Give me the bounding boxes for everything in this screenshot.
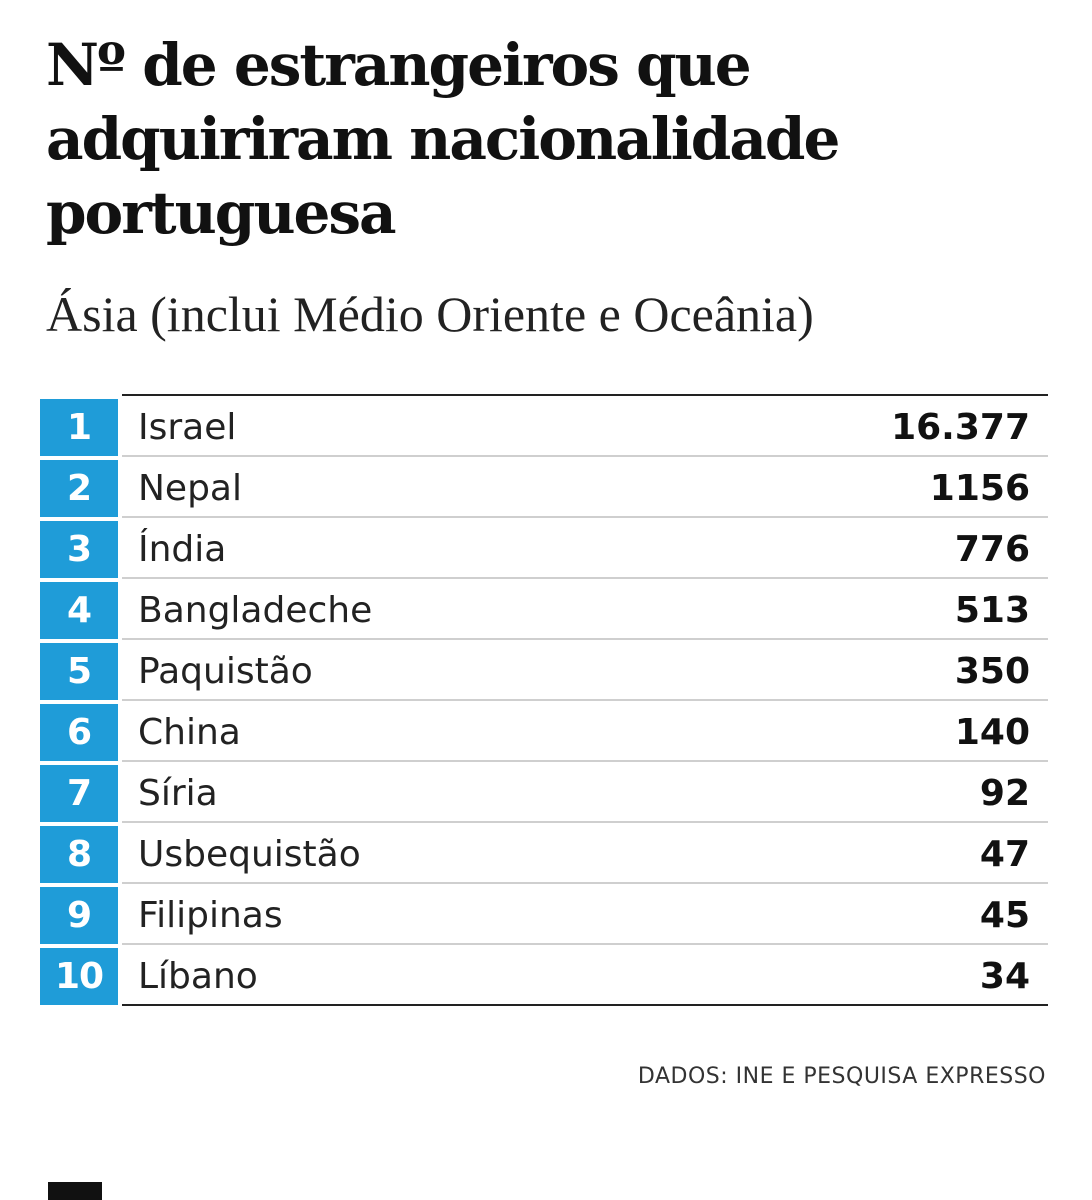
row-divider (122, 455, 1048, 457)
table-row: 4 Bangladeche 513 (40, 579, 1048, 640)
row-divider (122, 638, 1048, 640)
naturalization-count: 47 (979, 834, 1030, 875)
country-name: Usbequistão (138, 834, 361, 875)
rank-badge: 4 (40, 582, 118, 639)
rank-badge: 6 (40, 704, 118, 761)
row-divider (122, 943, 1048, 945)
publisher-logo-fragment (48, 1182, 102, 1200)
rank-badge: 1 (40, 399, 118, 456)
country-name: Nepal (138, 468, 242, 509)
rank-badge: 10 (40, 948, 118, 1005)
row-divider (122, 760, 1048, 762)
chart-subtitle: Ásia (inclui Médio Oriente e Oceânia) (46, 286, 814, 342)
naturalization-count: 140 (954, 712, 1030, 753)
naturalization-count: 1156 (929, 468, 1030, 509)
naturalization-count: 776 (954, 529, 1030, 570)
naturalization-count: 16.377 (891, 407, 1030, 448)
table-row: 9 Filipinas 45 (40, 884, 1048, 945)
table-row: 1 Israel 16.377 (40, 396, 1048, 457)
naturalization-count: 513 (954, 590, 1030, 631)
table-row: 2 Nepal 1156 (40, 457, 1048, 518)
row-divider (122, 882, 1048, 884)
country-name: Bangladeche (138, 590, 373, 631)
table-row: 10 Líbano 34 (40, 945, 1048, 1006)
table-row: 7 Síria 92 (40, 762, 1048, 823)
table-top-rule (122, 394, 1048, 396)
row-divider (122, 699, 1048, 701)
country-name: Filipinas (138, 895, 283, 936)
country-name: Líbano (138, 956, 258, 997)
rank-badge: 3 (40, 521, 118, 578)
table-row: 8 Usbequistão 47 (40, 823, 1048, 884)
rank-badge: 7 (40, 765, 118, 822)
naturalization-count: 92 (979, 773, 1030, 814)
row-divider (122, 516, 1048, 518)
row-divider (122, 821, 1048, 823)
table-bottom-rule (122, 1004, 1048, 1006)
source-note: DADOS: INE E PESQUISA EXPRESSO (637, 1064, 1046, 1089)
rank-badge: 9 (40, 887, 118, 944)
naturalization-count: 45 (979, 895, 1030, 936)
country-name: Israel (138, 407, 237, 448)
country-name: Paquistão (138, 651, 313, 692)
ranking-table: 1 Israel 16.377 2 Nepal 1156 3 Índia 776 4 Banglad… (40, 394, 1048, 1006)
row-divider (122, 577, 1048, 579)
country-name: China (138, 712, 241, 753)
rank-badge: 8 (40, 826, 118, 883)
rank-badge: 2 (40, 460, 118, 517)
chart-title: Nº de estrangeiros que adquiriram nacion… (46, 31, 840, 247)
table-row: 3 Índia 776 (40, 518, 1048, 579)
naturalization-count: 34 (979, 956, 1030, 997)
country-name: Síria (138, 773, 218, 814)
table-row: 6 China 140 (40, 701, 1048, 762)
country-name: Índia (138, 529, 227, 570)
naturalization-count: 350 (954, 651, 1030, 692)
table-row: 5 Paquistão 350 (40, 640, 1048, 701)
rank-badge: 5 (40, 643, 118, 700)
